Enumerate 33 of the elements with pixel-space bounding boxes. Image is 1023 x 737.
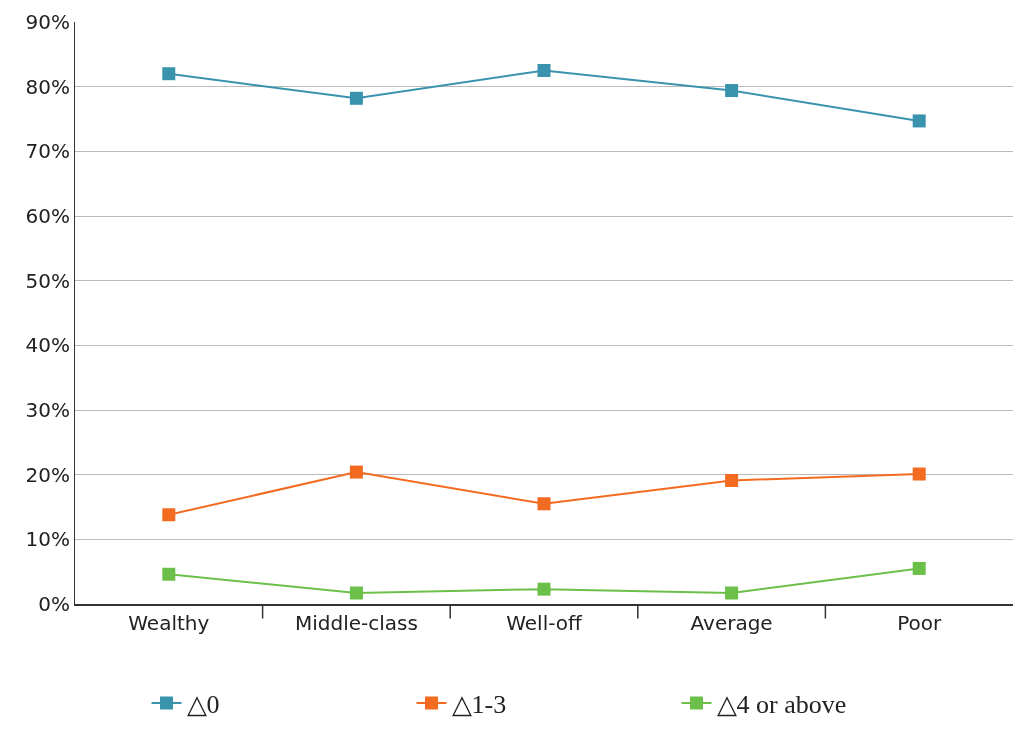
legend-label: △0 [186, 690, 220, 720]
y-tick-label: 10% [25, 527, 70, 552]
legend-label: △4 or above [716, 690, 847, 720]
y-tick-label: 50% [25, 268, 70, 293]
point [349, 91, 363, 105]
x-tick-label: Well-off [506, 610, 584, 635]
y-tick-label: 20% [25, 462, 70, 487]
y-tick-label: 60% [25, 204, 70, 228]
y-tick-label: 70% [25, 139, 70, 164]
y-tick-label: 30% [25, 398, 70, 422]
point [725, 586, 739, 600]
x-tick-label: Middle-class [294, 610, 418, 635]
y-tick-label: 90% [25, 10, 70, 34]
y-tick-label: 80% [25, 74, 70, 99]
legend-label: △1-3 [451, 690, 507, 720]
x-tick-label: Poor [897, 610, 942, 635]
point [725, 473, 739, 487]
point [349, 586, 363, 600]
point [537, 64, 551, 77]
point [162, 67, 176, 81]
point [162, 567, 176, 581]
point [162, 508, 176, 522]
point [537, 582, 551, 596]
point [349, 465, 363, 479]
x-tick-label: Wealthy [128, 610, 210, 635]
point [912, 114, 926, 128]
x-tick-label: Average [690, 610, 773, 635]
point [537, 497, 551, 511]
y-tick-label: 0% [38, 592, 70, 616]
point [912, 561, 926, 575]
point [912, 467, 926, 481]
point [725, 84, 739, 98]
y-tick-label: 40% [25, 333, 70, 358]
